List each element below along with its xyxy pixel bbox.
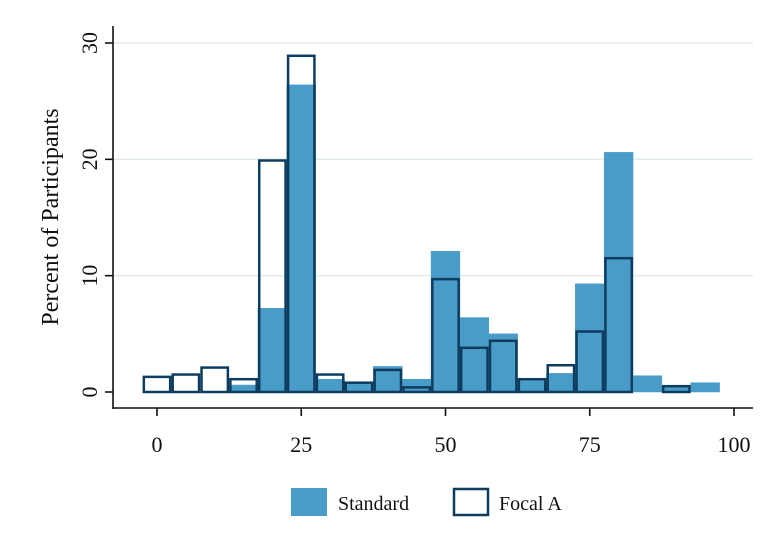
axes [112, 26, 753, 409]
bar-standard-9 [401, 378, 432, 393]
bar-focal-a-13 [517, 377, 547, 394]
legend-label-focal-a: Focal A [499, 493, 562, 515]
bar-standard-19 [690, 382, 720, 393]
bar-focal-a-12 [488, 339, 518, 394]
bar-focal-a-2 [200, 366, 230, 394]
bar-standard-14 [546, 373, 576, 393]
bar-standard-16 [603, 152, 634, 393]
standard-bars [228, 84, 720, 393]
focal-a-bars [142, 54, 691, 394]
bar-focal-a-16 [604, 256, 634, 394]
bar-standard-13 [517, 380, 547, 393]
bar-focal-a-7 [344, 381, 374, 394]
bar-focal-a-14 [546, 363, 576, 394]
bar-standard-4 [257, 307, 288, 393]
y-tick-label-10: 10 [77, 265, 102, 287]
bar-standard-12 [488, 333, 518, 393]
legend-label-standard: Standard [338, 493, 409, 515]
bar-standard-11 [459, 317, 490, 393]
bar-focal-a-5 [286, 54, 316, 394]
bar-focal-a-6 [315, 373, 345, 394]
legend: Standard Focal A [291, 487, 562, 517]
bar-standard-5 [286, 84, 316, 393]
y-axis-title: Percent of Participants [38, 108, 64, 325]
bar-standard-10 [430, 250, 461, 393]
bar-standard-6 [315, 378, 345, 393]
bar-focal-a-1 [171, 373, 201, 394]
x-tick-label-0: 0 [152, 432, 163, 457]
bar-focal-a-15 [575, 330, 605, 394]
bar-focal-a-9 [402, 386, 432, 394]
bar-focal-a-3 [229, 377, 258, 394]
bar-standard-17 [632, 375, 663, 393]
y-tick-label-20: 20 [77, 148, 102, 170]
y-axis-ticks: 0 10 20 30 [77, 32, 113, 398]
y-tick-label-0: 0 [77, 387, 102, 398]
x-tick-label-75: 75 [579, 432, 601, 457]
bar-focal-a-18 [661, 384, 691, 394]
x-tick-label-50: 50 [435, 432, 457, 457]
bar-focal-a-10 [431, 277, 460, 394]
x-tick-label-100: 100 [718, 432, 751, 457]
bar-focal-a-4 [257, 159, 287, 394]
x-tick-label-25: 25 [290, 432, 312, 457]
legend-swatch-focal-a [452, 487, 490, 517]
bar-standard-15 [575, 283, 605, 393]
x-axis-ticks: 0 25 50 75 100 [152, 408, 751, 457]
legend-swatch-standard [291, 488, 327, 516]
bar-focal-a-11 [459, 346, 489, 394]
y-tick-label-30: 30 [77, 32, 102, 54]
bar-focal-a-8 [373, 368, 403, 394]
bar-standard-7 [344, 382, 374, 393]
bar-focal-a-0 [142, 375, 172, 394]
